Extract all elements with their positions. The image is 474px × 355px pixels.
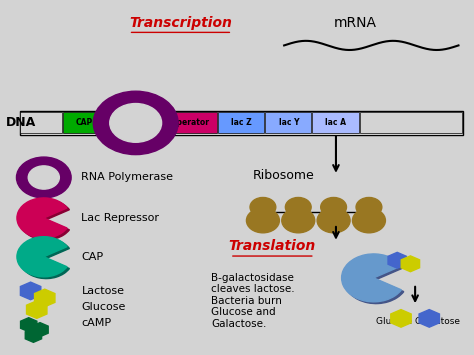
Circle shape [317,208,350,233]
Text: CAP: CAP [82,252,104,262]
Text: Glucose: Glucose [82,302,126,312]
Polygon shape [32,323,48,337]
Text: DNA: DNA [6,116,36,130]
Polygon shape [419,310,439,327]
Circle shape [28,166,59,189]
Circle shape [356,197,382,217]
Polygon shape [388,252,406,268]
Bar [265,112,311,133]
Circle shape [246,208,279,233]
Text: Lac Repressor: Lac Repressor [82,213,159,223]
Circle shape [110,104,162,142]
Wedge shape [342,254,401,302]
Text: CAP: CAP [75,119,92,127]
Circle shape [353,208,385,233]
Text: Promoter: Promoter [113,119,154,127]
Polygon shape [27,301,47,318]
Wedge shape [17,237,67,277]
Circle shape [250,197,276,217]
Polygon shape [20,318,37,332]
Text: lac Z: lac Z [231,119,252,127]
Wedge shape [344,256,404,304]
Bar [20,112,62,133]
Bar [63,112,104,133]
Wedge shape [19,200,69,240]
Text: cAMP: cAMP [82,318,111,328]
Polygon shape [35,289,55,307]
Circle shape [285,197,311,217]
Polygon shape [20,282,41,300]
Polygon shape [401,256,419,272]
Text: Glucose Galactose: Glucose Galactose [376,317,460,326]
Circle shape [321,197,346,217]
Bar [20,110,463,135]
Text: Transcription: Transcription [129,16,232,29]
Text: RNA Polymerase: RNA Polymerase [82,173,173,182]
Polygon shape [25,328,42,342]
Wedge shape [17,198,67,238]
Bar [105,112,161,133]
Text: lac Y: lac Y [279,119,299,127]
Circle shape [17,157,71,198]
Circle shape [93,91,178,155]
Polygon shape [391,310,411,327]
Text: Operator: Operator [170,119,210,127]
Text: Translation: Translation [229,239,316,253]
Text: Lactose: Lactose [82,286,125,296]
Bar [162,112,217,133]
Bar [312,112,358,133]
Wedge shape [19,239,69,279]
Text: B-galactosidase
cleaves lactose.
Bacteria burn
Glucose and
Galactose.: B-galactosidase cleaves lactose. Bacteri… [211,273,295,329]
Bar [218,112,264,133]
Text: lac A: lac A [326,119,346,127]
Bar [359,112,462,133]
Text: Ribosome: Ribosome [253,169,315,182]
Circle shape [282,208,315,233]
Text: mRNA: mRNA [333,16,376,29]
